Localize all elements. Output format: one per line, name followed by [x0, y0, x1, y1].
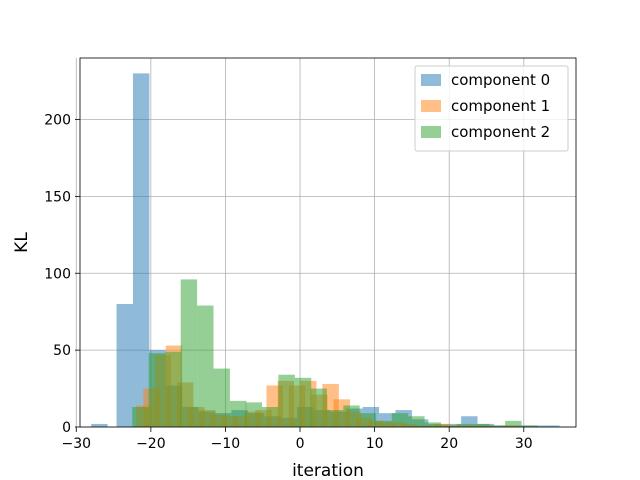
x-tick-label: −10	[211, 436, 241, 452]
y-tick-label: 50	[53, 343, 71, 359]
histogram-bars	[91, 73, 560, 427]
histogram-bar	[310, 388, 327, 427]
histogram-bar	[165, 351, 182, 427]
histogram-bar	[521, 425, 538, 427]
x-axis-label: iteration	[292, 461, 364, 480]
legend-swatch	[421, 126, 441, 138]
histogram-bar	[391, 413, 409, 427]
histogram-bar	[505, 420, 522, 427]
histogram-bar	[245, 402, 262, 427]
y-tick-label: 0	[62, 420, 71, 436]
histogram-bar	[343, 405, 360, 427]
histogram-bar	[543, 425, 560, 427]
legend-label: component 0	[451, 71, 550, 89]
histogram-bar	[91, 423, 108, 427]
histogram-bar	[213, 368, 230, 427]
histogram-bar	[489, 425, 506, 427]
y-tick-label: 150	[44, 189, 71, 205]
plot-frame	[79, 57, 577, 428]
histogram-bar	[424, 422, 441, 427]
histogram-bar	[116, 304, 133, 427]
x-axis-ticks: −30 −20 −10 0 10 20 30	[61, 427, 533, 452]
histogram-bar	[461, 416, 478, 427]
y-axis-label: KL	[12, 232, 32, 253]
x-tick-label: 0	[296, 436, 305, 452]
y-tick-label: 200	[44, 113, 71, 129]
histogram-bar	[229, 400, 247, 427]
legend-swatch	[421, 100, 441, 112]
legend-swatch	[421, 74, 441, 86]
histogram-bar	[278, 374, 295, 427]
legend-label: component 1	[451, 97, 550, 115]
histogram-bar	[180, 279, 198, 427]
x-tick-label: −20	[136, 436, 166, 452]
histogram-bar	[408, 416, 425, 427]
y-tick-label: 100	[44, 266, 71, 282]
histogram-bar	[148, 353, 166, 427]
x-tick-label: 20	[440, 436, 458, 452]
histogram-bar	[359, 413, 377, 427]
histogram-bar	[456, 423, 474, 427]
x-tick-label: −30	[61, 436, 91, 452]
histogram-bar	[375, 420, 392, 427]
histogram-bar	[326, 410, 344, 427]
histogram-bar	[261, 407, 279, 427]
histogram-bar	[440, 425, 457, 427]
x-tick-label: 30	[515, 436, 533, 452]
legend-label: component 2	[451, 123, 550, 141]
y-axis-ticks: 0 50 100 150 200	[44, 113, 80, 436]
histogram-bar	[132, 73, 150, 427]
x-tick-label: 10	[366, 436, 384, 452]
series-2-bars	[132, 279, 538, 427]
histogram-bar	[473, 423, 490, 427]
histogram-bar	[132, 407, 149, 427]
histogram-bar	[197, 305, 214, 427]
legend: component 0 component 1 component 2	[414, 65, 569, 152]
histogram-bar	[294, 377, 312, 427]
legend-box	[414, 65, 569, 152]
